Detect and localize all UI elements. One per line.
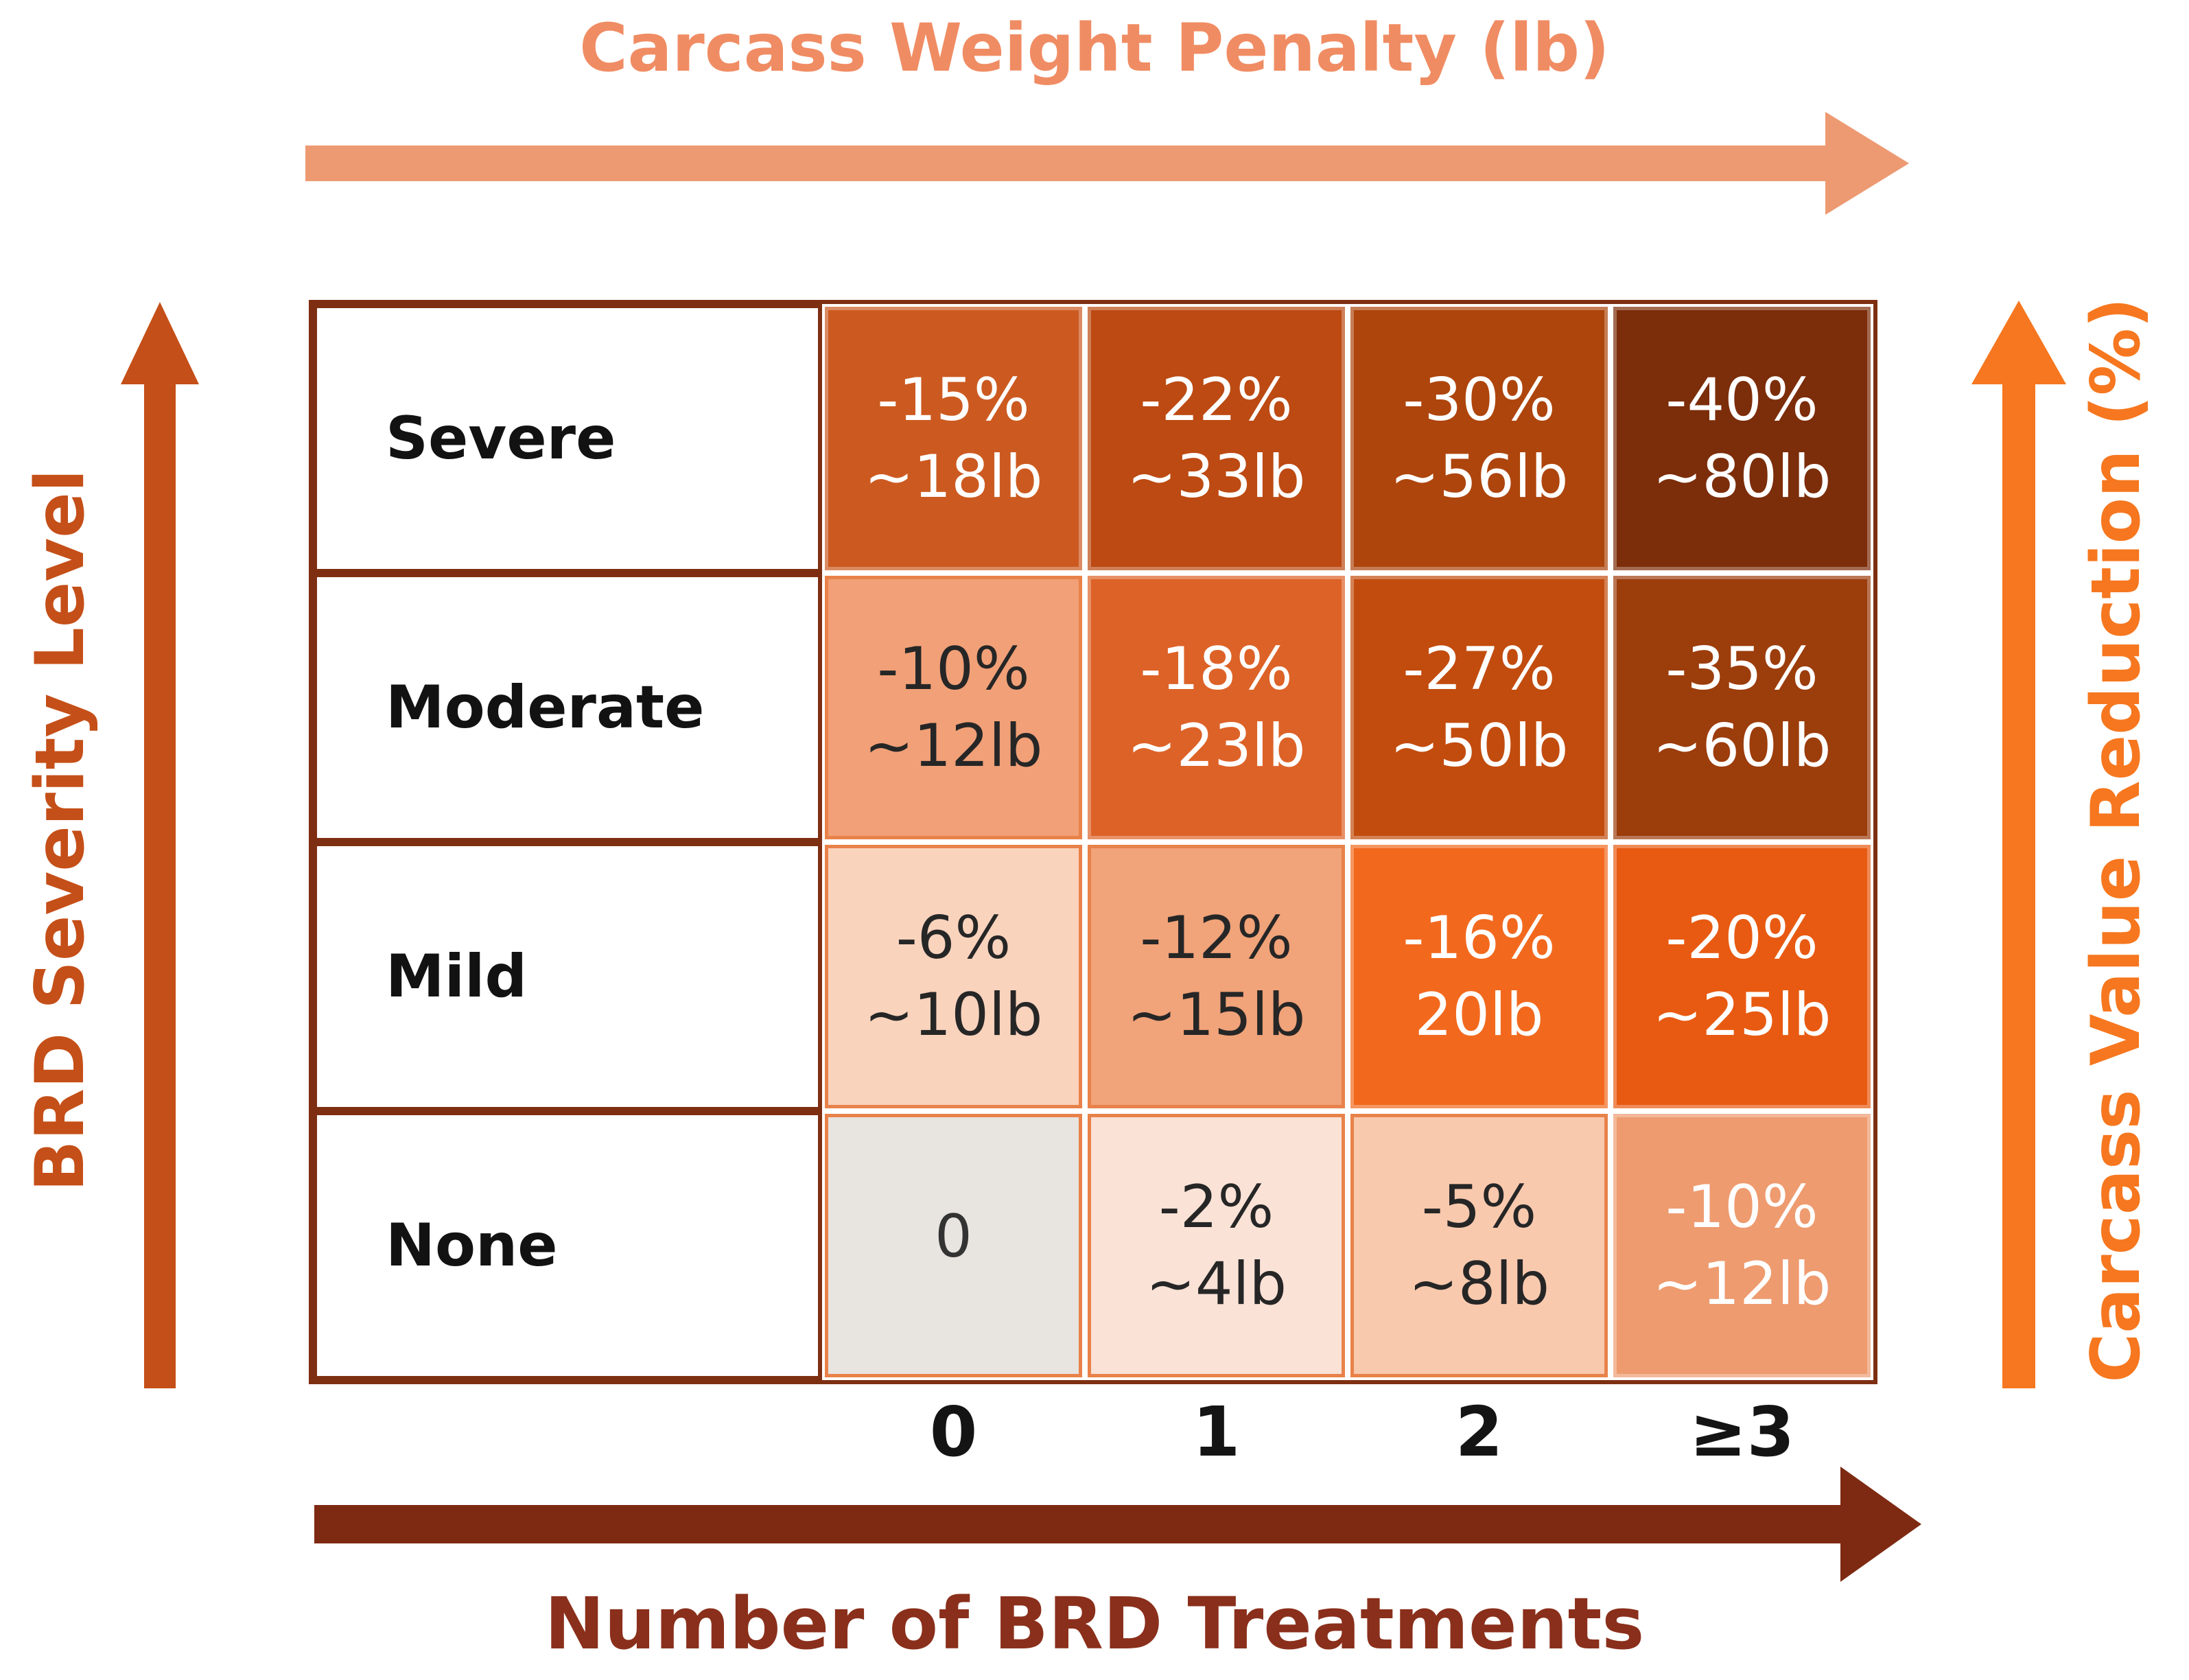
heatmap-table: Severe -15% ~18lb -22% ~33lb -30% ~56lb … bbox=[309, 300, 1877, 1384]
cell-lb: ~15lb bbox=[1127, 981, 1306, 1049]
left-axis-arrowhead-icon bbox=[121, 302, 199, 384]
cell-lb: ~12lb bbox=[864, 712, 1043, 780]
cell-moderate-3: -35% ~60lb bbox=[1611, 573, 1873, 842]
top-axis-arrowhead-icon bbox=[1825, 112, 1909, 215]
row-label-mild: Mild bbox=[313, 842, 822, 1111]
left-axis-arrow bbox=[144, 382, 176, 1388]
cell-lb: ~18lb bbox=[864, 443, 1043, 511]
cell-pct: -2% bbox=[1158, 1173, 1274, 1241]
cell-pct: -40% bbox=[1665, 366, 1818, 434]
col-header-0: 0 bbox=[929, 1392, 978, 1472]
cell-lb: ~10lb bbox=[864, 981, 1043, 1049]
cell-lb: ~8lb bbox=[1408, 1250, 1550, 1318]
cell-lb: ~25lb bbox=[1652, 981, 1831, 1049]
cell-pct: -6% bbox=[896, 904, 1011, 972]
cell-none-1: -2% ~4lb bbox=[1085, 1111, 1348, 1380]
cell-severe-3: -40% ~80lb bbox=[1611, 304, 1873, 573]
cell-lb: 20lb bbox=[1414, 981, 1544, 1049]
cell-mild-3: -20% ~25lb bbox=[1611, 842, 1873, 1111]
bottom-axis-title: Number of BRD Treatments bbox=[544, 1582, 1645, 1666]
cell-none-2: -5% ~8lb bbox=[1348, 1111, 1611, 1380]
cell-pct: -12% bbox=[1140, 904, 1293, 972]
top-axis-title: Carcass Weight Penalty (lb) bbox=[579, 10, 1610, 86]
right-axis-arrowhead-icon bbox=[1971, 301, 2066, 384]
cell-pct: -27% bbox=[1403, 635, 1556, 703]
cell-none-3: -10% ~12lb bbox=[1611, 1111, 1873, 1380]
cell-lb: ~23lb bbox=[1127, 712, 1306, 780]
cell-moderate-2: -27% ~50lb bbox=[1348, 573, 1611, 842]
row-label-moderate: Moderate bbox=[313, 573, 822, 842]
left-axis-title: BRD Severity Level bbox=[21, 469, 100, 1192]
cell-pct: -10% bbox=[1665, 1173, 1818, 1241]
cell-pct: -18% bbox=[1140, 635, 1293, 703]
cell-pct: -10% bbox=[877, 635, 1030, 703]
cell-severe-2: -30% ~56lb bbox=[1348, 304, 1611, 573]
cell-mild-0: -6% ~10lb bbox=[822, 842, 1085, 1111]
cell-lb: ~80lb bbox=[1652, 443, 1831, 511]
bottom-axis-arrow bbox=[314, 1505, 1843, 1543]
cell-moderate-0: -10% ~12lb bbox=[822, 573, 1085, 842]
cell-pct: -5% bbox=[1421, 1173, 1537, 1241]
right-axis-arrow bbox=[2002, 382, 2035, 1388]
cell-mild-1: -12% ~15lb bbox=[1085, 842, 1348, 1111]
cell-lb: ~4lb bbox=[1145, 1250, 1287, 1318]
col-header-3: ≥3 bbox=[1689, 1392, 1795, 1472]
cell-lb: ~56lb bbox=[1390, 443, 1569, 511]
top-axis-arrow bbox=[305, 145, 1830, 181]
right-axis-title: Carcass Value Reduction (%) bbox=[2077, 297, 2155, 1383]
cell-pct: -30% bbox=[1403, 366, 1556, 434]
x-axis-tick-labels: 0 1 2 ≥3 bbox=[822, 1392, 1873, 1472]
cell-none-0: 0 bbox=[822, 1111, 1085, 1380]
cell-moderate-1: -18% ~23lb bbox=[1085, 573, 1348, 842]
bottom-axis-arrowhead-icon bbox=[1840, 1467, 1921, 1582]
row-label-none: None bbox=[313, 1111, 822, 1380]
cell-pct: -15% bbox=[877, 366, 1030, 434]
cell-lb: ~60lb bbox=[1652, 712, 1831, 780]
cell-severe-1: -22% ~33lb bbox=[1085, 304, 1348, 573]
col-header-1: 1 bbox=[1192, 1392, 1241, 1472]
cell-lb: ~12lb bbox=[1652, 1250, 1831, 1318]
cell-pct: -16% bbox=[1403, 904, 1556, 972]
col-header-2: 2 bbox=[1455, 1392, 1503, 1472]
cell-mild-2: -16% 20lb bbox=[1348, 842, 1611, 1111]
cell-pct: -20% bbox=[1665, 904, 1818, 972]
cell-lb: ~50lb bbox=[1390, 712, 1569, 780]
cell-pct: -22% bbox=[1140, 366, 1293, 434]
cell-severe-0: -15% ~18lb bbox=[822, 304, 1085, 573]
row-label-severe: Severe bbox=[313, 304, 822, 573]
cell-pct: 0 bbox=[935, 1202, 972, 1271]
cell-pct: -35% bbox=[1665, 635, 1818, 703]
cell-lb: ~33lb bbox=[1127, 443, 1306, 511]
